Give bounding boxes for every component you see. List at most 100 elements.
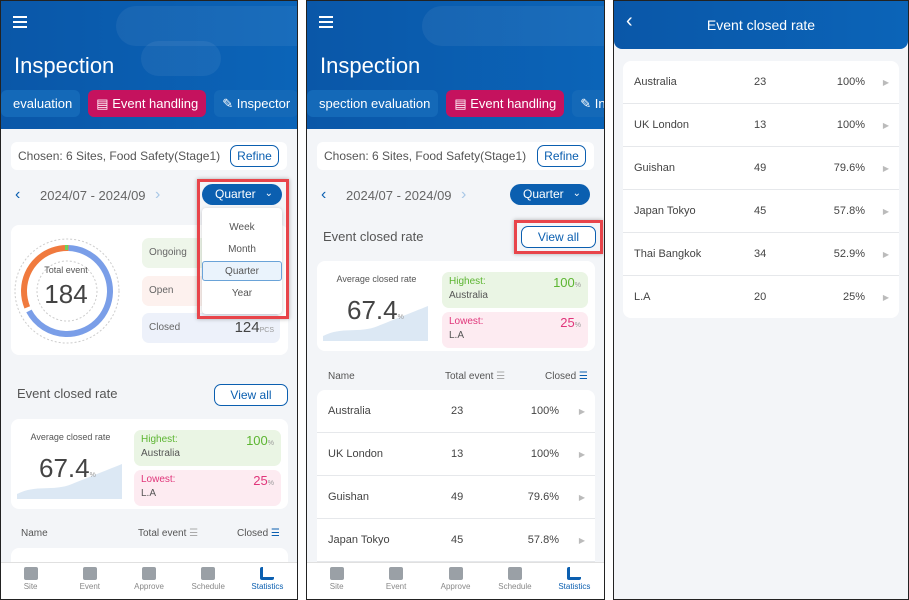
tab-label: Insp [594, 96, 604, 111]
pencil-icon: ✎ [580, 96, 595, 111]
table-row[interactable]: Guishan 49 79.6% ▶ [317, 476, 595, 519]
bottom-nav: Site Event Approve Schedule Statistics [307, 562, 604, 599]
row-total: 49 [754, 162, 767, 174]
chevron-right-icon: ▶ [882, 293, 889, 302]
row-total: 45 [451, 534, 464, 546]
chosen-filter: Chosen: 6 Sites, Food Safety(Stage1) Ref… [11, 142, 287, 170]
approve-icon [448, 567, 463, 580]
donut-chart [14, 238, 120, 344]
option-year[interactable]: Year [231, 288, 253, 299]
closed-value: 124PCS [234, 319, 274, 336]
tab-inspector[interactable]: ✎ Inspector [214, 90, 297, 117]
row-total: 49 [451, 491, 464, 503]
chevron-right-icon[interactable]: › [461, 186, 467, 203]
row-rate: 79.6% [833, 162, 865, 174]
tab-event-handling[interactable]: ▤ Event handling [446, 90, 565, 117]
back-icon[interactable]: ‹ [626, 10, 633, 32]
chosen-text: Chosen: 6 Sites, Food Safety(Stage1) [18, 149, 221, 163]
section-title: Event closed rate [323, 229, 424, 244]
date-bar: ‹ 2024/07 - 2024/09 › Quarter ⌄ [307, 184, 604, 206]
ongoing-arc [65, 245, 68, 250]
table-row[interactable]: Australia 23 100% ▶ [623, 61, 899, 104]
event-icon [82, 567, 97, 580]
view-all-button[interactable]: View all [214, 384, 288, 406]
nav-schedule[interactable]: Schedule [179, 563, 238, 599]
refine-button[interactable]: Refine [230, 145, 279, 167]
header: ‹ Event closed rate [614, 1, 908, 49]
highlight-box [197, 179, 289, 319]
table-row[interactable]: UK London 13 100% ▶ [317, 433, 595, 476]
lowest-box: Lowest: L.A 25% [134, 470, 281, 506]
table-row[interactable]: Japan Tokyo 45 57.8% ▶ [317, 519, 595, 562]
wave-graphic [17, 464, 122, 499]
col-total-event[interactable]: Total event ☰ [445, 371, 506, 382]
chevron-down-icon: ⌄ [572, 188, 581, 199]
date-range: 2024/07 - 2024/09 [346, 188, 452, 203]
nav-site[interactable]: Site [1, 563, 60, 599]
tab-inspector[interactable]: ✎ Insp [572, 90, 604, 117]
table-row[interactable]: L.A 20 25% ▶ [623, 276, 899, 319]
table-row[interactable]: UK London 13 100% ▶ [623, 104, 899, 147]
table-row[interactable]: Thai Bangkok 34 52.9% ▶ [623, 233, 899, 276]
nav-site[interactable]: Site [307, 563, 366, 599]
tab-label: Event handling [112, 96, 199, 111]
nav-label: Approve [440, 582, 471, 591]
nav-schedule[interactable]: Schedule [485, 563, 544, 599]
table-row[interactable]: Australia 23 100% ▶ [317, 390, 595, 433]
page-title: Inspection [320, 53, 421, 78]
row-rate: 52.9% [833, 248, 865, 260]
table-row[interactable]: Japan Tokyo 45 57.8% ▶ [623, 190, 899, 233]
list-icon: ▤ [96, 96, 113, 111]
row-name: Guishan [634, 162, 675, 174]
chevron-left-icon[interactable]: ‹ [15, 186, 21, 203]
schedule-icon [201, 567, 216, 580]
tab-inspection-evaluation[interactable]: spection evaluation [307, 90, 439, 117]
nav-label: Event [79, 582, 101, 591]
nav-statistics[interactable]: Statistics [545, 563, 604, 599]
table-row[interactable]: Guishan 49 79.6% ▶ [623, 147, 899, 190]
refine-button[interactable]: Refine [537, 145, 586, 167]
nav-event[interactable]: Event [366, 563, 425, 599]
option-month[interactable]: Month [228, 244, 256, 255]
row-name: Australia [328, 405, 371, 417]
site-icon [329, 567, 344, 580]
row-rate: 57.8% [527, 534, 559, 546]
period-value: Quarter [523, 187, 564, 201]
nav-label: Approve [134, 582, 164, 591]
schedule-icon [507, 567, 522, 580]
nav-label: Statistics [251, 582, 284, 591]
nav-approve[interactable]: Approve [119, 563, 178, 599]
nav-statistics[interactable]: Statistics [238, 563, 297, 599]
nav-label: Statistics [558, 582, 591, 591]
row-rate: 100% [836, 76, 865, 88]
col-closed[interactable]: Closed ☰ [237, 528, 280, 539]
page-title: Inspection [14, 53, 115, 78]
period-select[interactable]: Quarter ⌄ [202, 184, 282, 205]
avg-label: Average closed rate [30, 432, 111, 442]
site-icon [23, 567, 38, 580]
col-name: Name [21, 528, 48, 539]
chevron-left-icon[interactable]: ‹ [321, 186, 327, 203]
chevron-right-icon: ▶ [882, 78, 889, 87]
date-range: 2024/07 - 2024/09 [40, 188, 146, 203]
period-select[interactable]: Quarter ⌄ [510, 184, 590, 205]
col-total-event[interactable]: Total event ☰ [138, 528, 199, 539]
row-name: Japan Tokyo [328, 534, 390, 546]
nav-label: Schedule [498, 582, 532, 591]
nav-event[interactable]: Event [60, 563, 119, 599]
view-all-button[interactable]: View all [521, 226, 596, 248]
option-week[interactable]: Week [229, 222, 255, 233]
nav-approve[interactable]: Approve [426, 563, 485, 599]
row-total: 34 [754, 248, 767, 260]
row-rate: 79.6% [527, 491, 559, 503]
chevron-right-icon[interactable]: › [155, 186, 161, 203]
menu-icon[interactable] [13, 16, 27, 28]
col-closed[interactable]: Closed ☰ [545, 371, 588, 382]
highest-box: Highest: Australia 100% [134, 430, 281, 466]
tab-evaluation[interactable]: evaluation [1, 90, 81, 117]
tab-event-handling[interactable]: ▤ Event handling [88, 90, 207, 117]
approve-icon [142, 567, 156, 580]
menu-icon[interactable] [319, 16, 333, 28]
option-quarter[interactable]: Quarter [202, 261, 282, 281]
period-value: Quarter [215, 187, 256, 201]
